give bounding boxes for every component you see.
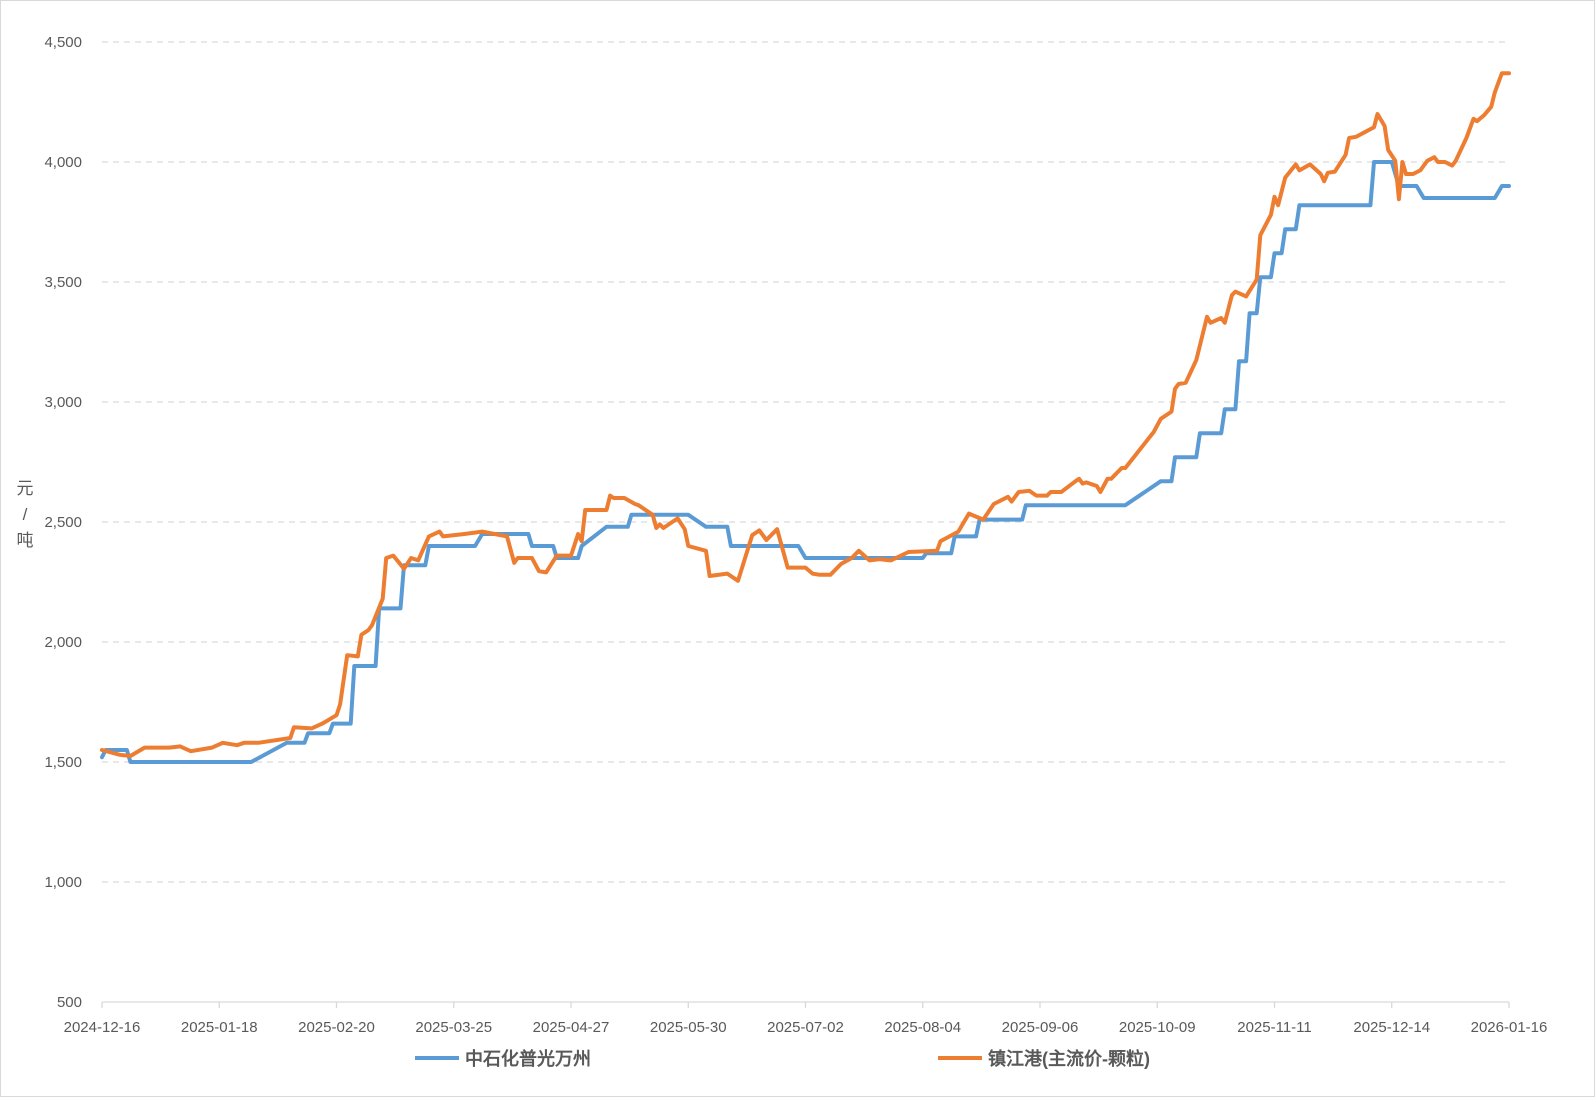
- x-tick-label: 2025-03-25: [415, 1019, 492, 1036]
- x-tick-label: 2025-08-04: [884, 1019, 961, 1036]
- x-tick-label: 2025-02-20: [298, 1019, 375, 1036]
- y-tick-label: 500: [57, 994, 82, 1011]
- y-tick-label: 1,500: [44, 754, 82, 771]
- y-tick-label: 3,000: [44, 394, 82, 411]
- x-tick-label: 2025-10-09: [1119, 1019, 1196, 1036]
- legend-item-series-2: 镇江港(主流价-颗粒): [938, 1045, 1150, 1071]
- y-tick-label: 2,500: [44, 514, 82, 531]
- y-tick-label: 1,000: [44, 874, 82, 891]
- y-tick-label: 3,500: [44, 274, 82, 291]
- series-line-2: [100, 71, 1511, 758]
- x-tick-label: 2025-09-06: [1002, 1019, 1079, 1036]
- y-axis-ticks: 500 1,000 1,500 2,000 2,500 3,000 3,500 4,000 4,…: [44, 34, 82, 1011]
- y-tick-label: 4,000: [44, 154, 82, 171]
- legend-swatch-orange: [938, 1056, 982, 1060]
- x-tick-label: 2025-12-14: [1353, 1019, 1430, 1036]
- x-tick-label: 2025-11-11: [1237, 1019, 1312, 1036]
- x-tick-label: 2025-07-02: [767, 1019, 844, 1036]
- x-tick-label: 2024-12-16: [64, 1019, 141, 1036]
- y-tick-label: 4,500: [44, 34, 82, 51]
- x-tick-label: 2026-01-16: [1471, 1019, 1548, 1036]
- gridlines: [102, 41, 1509, 883]
- y-axis-label: 元 / 吨: [16, 479, 34, 550]
- legend-item-series-1: 中石化普光万州: [415, 1045, 591, 1071]
- legend-swatch-blue: [415, 1056, 459, 1060]
- x-tick-label: 2025-01-18: [181, 1019, 258, 1036]
- legend-label: 中石化普光万州: [465, 1049, 591, 1069]
- x-tick-label: 2025-05-30: [650, 1019, 727, 1036]
- legend-label: 镇江港(主流价-颗粒): [988, 1049, 1150, 1069]
- x-tick-label: 2025-04-27: [533, 1019, 610, 1036]
- series-line-1: [100, 160, 1511, 764]
- series-lines: [100, 71, 1511, 764]
- y-tick-label: 2,000: [44, 634, 82, 651]
- x-axis: 2024-12-16 2025-01-18 2025-02-20 2025-03-25…: [64, 1001, 1548, 1036]
